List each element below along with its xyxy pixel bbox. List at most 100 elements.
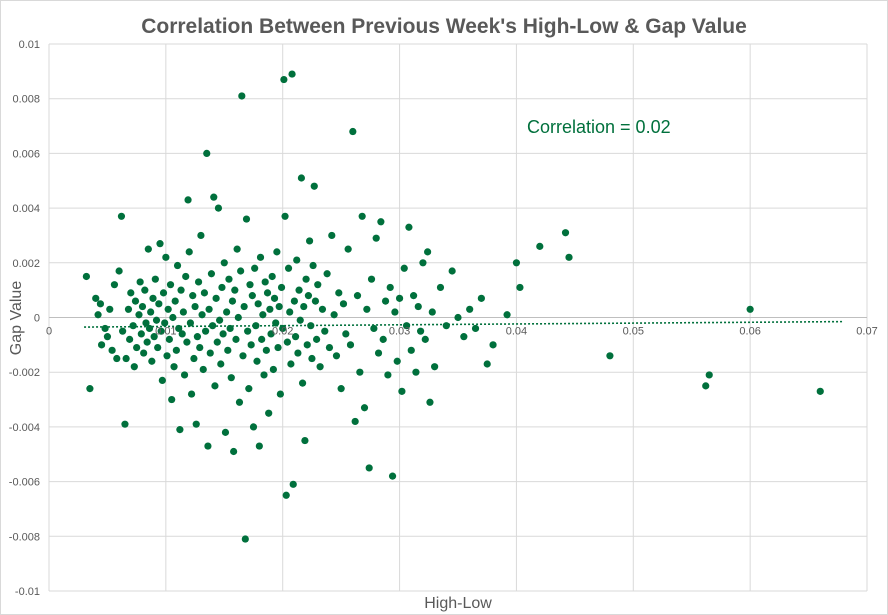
- data-point: [388, 472, 397, 480]
- data-point: [335, 289, 343, 297]
- data-point: [339, 300, 348, 308]
- data-point: [273, 248, 281, 256]
- data-point: [565, 253, 573, 261]
- data-points: [82, 70, 824, 543]
- data-point: [346, 341, 355, 349]
- data-point: [260, 371, 268, 379]
- data-point: [300, 302, 308, 311]
- data-point: [409, 292, 418, 300]
- data-point: [259, 311, 267, 319]
- data-point: [108, 346, 116, 354]
- data-point: [398, 387, 406, 395]
- data-point: [247, 341, 255, 349]
- trendline: [84, 320, 844, 328]
- x-axis-ticks: 0 0.01 0.02 0.03 0.04 0.05 0.06 0.07: [46, 326, 878, 338]
- data-point: [166, 281, 175, 289]
- data-point: [258, 335, 266, 343]
- data-point: [342, 330, 350, 338]
- data-point: [184, 196, 192, 204]
- data-point: [442, 322, 450, 330]
- data-point: [130, 363, 138, 371]
- data-point: [189, 292, 197, 300]
- data-point: [377, 218, 385, 226]
- x-tick-label: 0.06: [739, 326, 760, 338]
- data-point: [294, 349, 302, 357]
- data-point: [816, 387, 824, 395]
- data-point: [428, 308, 436, 316]
- data-point: [178, 330, 186, 338]
- y-tick-label: 0.008: [12, 94, 40, 106]
- data-point: [171, 297, 179, 305]
- data-point: [204, 442, 212, 450]
- data-point: [211, 382, 219, 390]
- data-point: [190, 354, 198, 363]
- data-point: [147, 308, 155, 316]
- data-point: [310, 182, 318, 190]
- data-point: [405, 223, 413, 231]
- data-point: [328, 231, 336, 240]
- data-point: [142, 319, 150, 327]
- data-point: [365, 464, 373, 472]
- data-point: [266, 305, 274, 313]
- data-point: [370, 324, 378, 333]
- data-point: [309, 261, 317, 270]
- data-point: [148, 357, 156, 365]
- data-point: [126, 335, 134, 343]
- data-point: [255, 442, 263, 450]
- data-point: [307, 322, 315, 330]
- data-point: [129, 322, 137, 330]
- data-point: [175, 324, 183, 333]
- data-point: [186, 319, 194, 327]
- data-point: [150, 333, 158, 341]
- data-point: [279, 324, 287, 333]
- data-point: [97, 341, 106, 349]
- data-point: [384, 371, 392, 379]
- data-point: [96, 300, 105, 308]
- data-point: [298, 379, 307, 387]
- data-point: [516, 283, 524, 292]
- data-point: [272, 319, 280, 327]
- data-point: [275, 302, 283, 311]
- data-point: [180, 371, 189, 379]
- data-point: [330, 311, 338, 319]
- data-point: [201, 327, 210, 335]
- data-point: [254, 300, 262, 308]
- data-point: [374, 349, 383, 357]
- data-point: [235, 398, 244, 406]
- data-point: [157, 327, 165, 335]
- data-point: [176, 426, 184, 434]
- data-point: [140, 349, 148, 357]
- data-point: [286, 308, 294, 316]
- data-point: [127, 289, 135, 297]
- data-point: [106, 305, 114, 313]
- data-point: [183, 338, 191, 346]
- data-point: [424, 248, 432, 256]
- data-point: [276, 390, 284, 398]
- data-point: [253, 357, 261, 365]
- data-point: [240, 302, 248, 311]
- y-tick-label: 0.002: [12, 258, 40, 270]
- data-point: [281, 212, 289, 220]
- data-point: [426, 398, 434, 406]
- data-point: [218, 283, 226, 292]
- data-point: [270, 294, 279, 302]
- data-point: [110, 281, 119, 289]
- data-point: [402, 322, 411, 330]
- data-point: [287, 360, 295, 368]
- data-point: [239, 352, 247, 360]
- data-point: [228, 297, 237, 305]
- data-point: [288, 70, 296, 78]
- data-point: [503, 311, 511, 319]
- y-tick-label: 0.01: [19, 39, 40, 51]
- data-point: [206, 349, 214, 357]
- data-point: [225, 275, 233, 283]
- data-point: [245, 385, 253, 393]
- data-point: [251, 264, 259, 272]
- data-point: [207, 270, 216, 278]
- data-point: [372, 234, 380, 242]
- data-point: [267, 330, 275, 338]
- data-point: [561, 229, 570, 237]
- data-point: [414, 302, 422, 311]
- y-tick-label: 0.004: [12, 203, 40, 215]
- x-tick-label: 0.07: [856, 326, 877, 338]
